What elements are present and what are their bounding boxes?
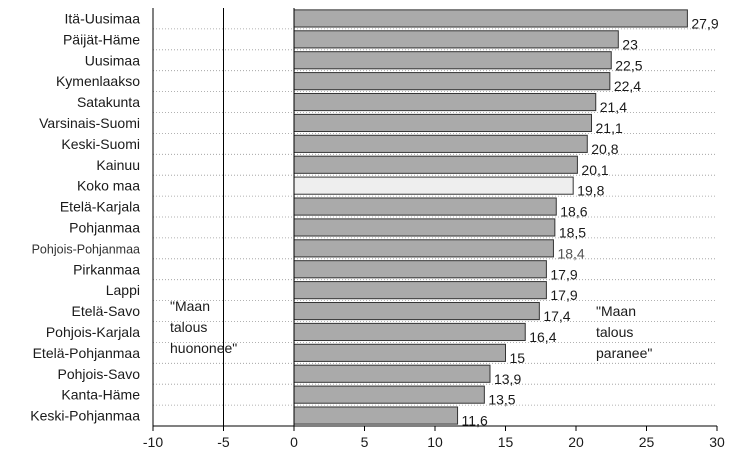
category-label: Pohjois-Pohjanmaa [32,242,140,256]
x-tick-label: 15 [498,434,514,450]
value-labels: 27,9 23 22,5 22,4 21,4 21,1 20,8 20,1 19,8 18,6 18… [462,15,719,428]
value-label: 20,1 [581,162,608,178]
value-label: 20,8 [591,141,618,157]
bar [293,218,556,237]
x-tick-labels: -10 -5 0 5 10 15 20 25 30 [143,434,725,450]
axes [152,8,718,431]
x-tick-label: 0 [290,434,298,450]
value-label: 27,9 [691,15,718,31]
category-label: Koko maa [77,178,140,194]
category-label: Uusimaa [85,52,140,68]
bar [293,176,574,195]
bars [293,9,688,425]
annotation-line: huononee" [170,340,237,356]
value-label: 16,4 [529,329,556,345]
bar [293,30,619,49]
category-labels: Itä-Uusimaa Päijät-Häme Uusimaa Kymenlaakso… [30,10,140,423]
category-label: Etelä-Savo [72,303,141,319]
value-label: 18,5 [559,224,586,240]
category-label: Kainuu [96,157,140,173]
category-label: Pohjanmaa [69,219,140,235]
value-label: 18,6 [560,204,587,220]
value-label: 13,5 [488,392,515,408]
value-label: 18,4 [557,245,584,261]
value-label: 21,1 [596,120,623,136]
category-label: Pohjois-Savo [58,366,141,382]
x-tick-label: -5 [217,434,230,450]
value-label: 22,4 [614,78,641,94]
category-label: Kanta-Häme [61,387,140,403]
bar [293,197,557,216]
x-tick-label: 25 [639,434,655,450]
category-label: Pohjois-Karjala [46,324,140,340]
category-label: Lappi [106,282,140,298]
annotation-line: talous [596,324,633,340]
x-tick-label: 10 [427,434,443,450]
value-label: 17,4 [543,308,570,324]
value-label: 11,6 [462,413,488,429]
category-label: Pirkanmaa [73,261,140,277]
bar [293,72,611,91]
annotation-line: "Maan [596,303,636,319]
category-label: Kymenlaakso [56,73,140,89]
category-label: Etelä-Pohjanmaa [33,345,141,361]
bar [293,301,540,321]
bar [293,51,612,70]
category-label: Itä-Uusimaa [65,10,141,26]
bar [293,239,554,258]
annotation-left: "Maan talous huononee" [170,298,237,356]
bar [293,385,485,404]
value-label: 15 [510,350,526,366]
value-label: 13,9 [494,371,521,387]
bar [293,281,547,300]
bar [293,134,588,153]
annotation-line: talous [170,319,207,335]
bar [293,113,593,133]
x-tick-label: -10 [143,434,163,450]
category-label: Päijät-Häme [63,31,140,47]
bar [293,260,547,279]
annotation-line: "Maan [170,298,210,314]
bar [293,322,526,342]
bar [293,406,459,425]
annotation-right: "Maan talous paranee" [596,303,652,361]
category-label: Satakunta [77,94,140,110]
annotation-line: paranee" [596,345,652,361]
category-label: Keski-Suomi [61,136,140,152]
bar [293,155,578,174]
x-tick-label: 5 [361,434,369,450]
bar [293,9,688,28]
category-label: Keski-Pohjanmaa [30,408,140,424]
x-tick-label: 30 [709,434,725,450]
value-label: 23 [622,36,638,52]
category-label: Varsinais-Suomi [39,115,140,131]
value-label: 17,9 [550,266,577,282]
bar [293,343,506,362]
category-label: Etelä-Karjala [60,199,140,215]
bar [293,92,597,112]
bar [293,364,491,383]
value-label: 19,8 [577,183,604,199]
value-label: 17,9 [550,287,577,303]
grid-lines [153,28,717,406]
value-label: 21,4 [600,99,627,115]
x-tick-label: 20 [568,434,584,450]
value-label: 22,5 [615,57,642,73]
